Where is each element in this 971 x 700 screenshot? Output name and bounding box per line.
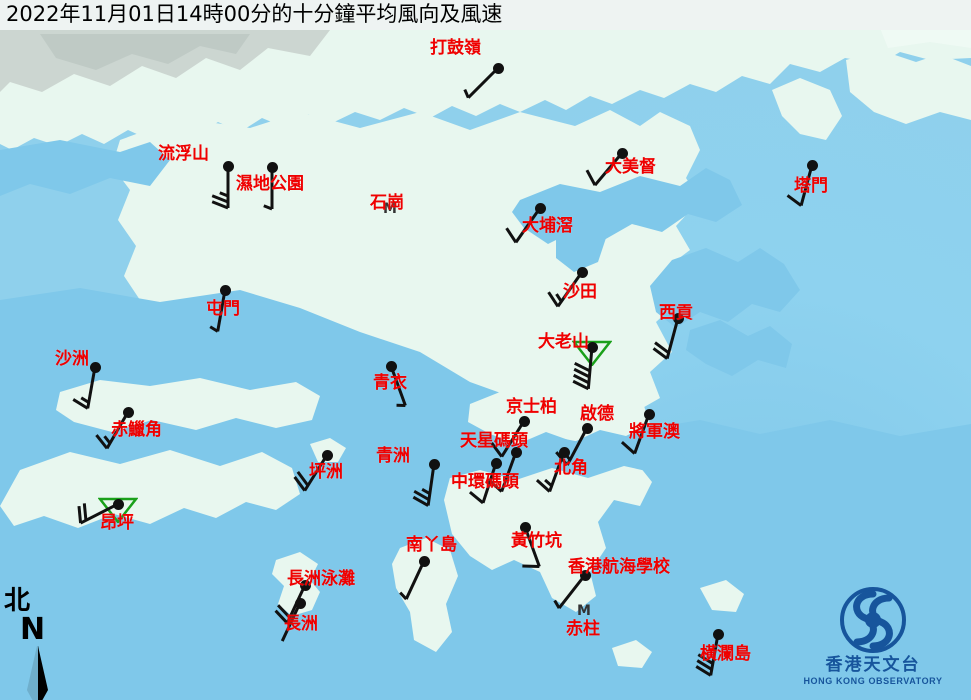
station-marker-dot	[385, 360, 397, 372]
north-arrow-icon	[26, 646, 48, 700]
station-label: 青洲	[376, 446, 410, 466]
wind-barb-icon	[522, 526, 541, 568]
station-marker-dot	[672, 312, 684, 324]
station-label: 京士柏	[506, 397, 557, 417]
station-marker-dot	[89, 361, 101, 373]
station-marker-dot	[490, 457, 502, 469]
station-marker-dot	[579, 569, 591, 581]
station-marker-dot	[616, 147, 628, 159]
compass-rose: 北 N	[4, 586, 74, 700]
station-label: 赤柱	[566, 619, 600, 639]
station-marker-dot	[112, 498, 124, 510]
page-title: 2022年11月01日14時00分的十分鐘平均風向及風速	[6, 2, 503, 26]
station-marker-dot	[712, 628, 724, 640]
station-label: 塔門	[794, 176, 828, 196]
station-label: 濕地公園	[236, 174, 304, 194]
wind-barb-icon	[463, 66, 500, 99]
wind-barb-icon	[505, 207, 542, 244]
wind-barb-icon	[535, 451, 566, 493]
wind-barb-icon	[72, 366, 97, 410]
station-marker-dot	[294, 597, 306, 609]
wind-barb-icon	[399, 560, 426, 601]
station-marker-dot	[492, 62, 504, 74]
station-label: 打鼓嶺	[430, 38, 481, 58]
station-marker-dot	[534, 202, 546, 214]
wind-barb-icon	[585, 152, 624, 187]
station-label: 沙洲	[55, 349, 89, 369]
station-label: 南丫島	[406, 535, 457, 555]
station-label: 沙田	[563, 282, 597, 302]
logo-name-cn: 香港天文台	[825, 655, 921, 675]
station-label: 石崗	[370, 193, 404, 213]
wind-barb-icon	[280, 602, 302, 642]
station-marker-dot	[321, 449, 333, 461]
station-marker-dot	[806, 159, 818, 171]
missing-data-marker: M	[577, 603, 591, 619]
station-marker-dot	[266, 161, 278, 173]
station-label: 大老山	[538, 332, 589, 352]
station-label: 天星碼頭	[460, 431, 528, 451]
station-marker-dot	[510, 446, 522, 458]
station-label: 香港航海學校	[568, 557, 670, 577]
station-label: 流浮山	[158, 144, 209, 164]
wind-barb-icon	[209, 289, 227, 333]
wind-barb-icon	[389, 365, 407, 407]
wind-barb-icon	[553, 574, 587, 610]
station-marker-dot	[576, 266, 588, 278]
compass-label-cn: 北	[4, 586, 31, 616]
station-marker-dot	[581, 422, 593, 434]
station-marker-dot	[518, 415, 530, 427]
wind-barb-icon	[620, 413, 651, 455]
wind-barb-icon	[547, 271, 584, 308]
station-marker-dot	[299, 579, 311, 591]
station-label: 赤鱲角	[111, 420, 162, 440]
wind-barb-icon	[412, 463, 436, 507]
station-marker-dot	[643, 408, 655, 420]
station-label: 昂坪	[100, 513, 134, 533]
hko-logo: 香港天文台 HONG KONG OBSERVATORY	[783, 586, 963, 696]
station-marker-dot	[219, 284, 231, 296]
station-label: 長洲	[284, 614, 318, 634]
station-marker-dot	[122, 406, 134, 418]
wind-barb-icon	[95, 411, 130, 450]
station-marker-dot	[586, 341, 598, 353]
station-label: 西貢	[659, 303, 693, 323]
hko-emblem-icon	[840, 587, 906, 653]
station-marker-dot	[558, 446, 570, 458]
wind-barb-icon	[490, 420, 526, 458]
wind-barb-icon	[263, 167, 274, 211]
station-label: 中環碼頭	[451, 472, 519, 492]
station-label: 大埔滘	[522, 216, 573, 236]
wind-barb-icon	[77, 502, 119, 525]
station-marker-dot	[519, 521, 531, 533]
wind-barb-icon	[211, 166, 230, 210]
wind-barb-icon	[695, 633, 720, 677]
title-bar: 2022年11月01日14時00分的十分鐘平均風向及風速	[0, 0, 971, 30]
station-label: 青衣	[373, 373, 407, 393]
station-label: 啟德	[580, 404, 614, 424]
station-label: 大美督	[605, 157, 656, 177]
wind-barb-icon	[652, 317, 680, 360]
station-marker-dot	[428, 458, 440, 470]
station-label: 橫瀾島	[700, 644, 751, 664]
station-label: 長洲泳灘	[287, 569, 355, 589]
missing-data-marker: M	[383, 201, 397, 217]
station-label: 屯門	[206, 299, 240, 319]
wind-barb-icon	[468, 462, 498, 505]
station-marker-dot	[222, 160, 234, 172]
station-marker-dot	[418, 555, 430, 567]
station-label: 北角	[554, 458, 588, 478]
station-label: 黃竹坑	[511, 531, 562, 551]
logo-name-en: HONG KONG OBSERVATORY	[803, 676, 943, 686]
station-label: 將軍澳	[629, 422, 680, 442]
wind-barb-icon	[786, 164, 814, 207]
wind-barb-icon	[293, 454, 329, 492]
wind-barb-icon	[572, 346, 594, 391]
compass-label-en: N	[20, 612, 46, 647]
station-label: 坪洲	[309, 462, 343, 482]
